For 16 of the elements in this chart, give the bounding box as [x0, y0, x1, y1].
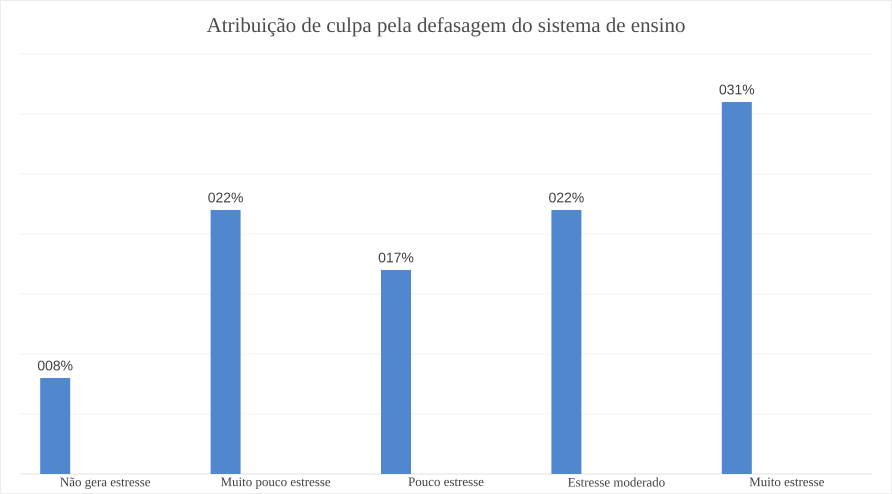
bar [722, 102, 752, 474]
x-tick-label: Estresse moderado [568, 478, 665, 487]
data-label: 008% [38, 360, 73, 370]
data-label: 031% [720, 84, 754, 94]
data-label: 022% [549, 192, 584, 202]
bar [40, 378, 70, 474]
chart-title: Atribuição de culpa pela defasagem do sistema de ensino [206, 17, 685, 36]
x-tick-label: Muito estresse [750, 478, 824, 486]
bar [551, 210, 582, 474]
x-tick-label: Muito pouco estresse [220, 478, 330, 489]
data-label: 017% [378, 252, 414, 262]
bar [210, 210, 241, 474]
x-tick-label: Não gera estresse [60, 478, 150, 490]
x-tick-label: Pouco estresse [408, 478, 484, 486]
bar [381, 270, 412, 474]
data-label: 022% [208, 192, 243, 202]
